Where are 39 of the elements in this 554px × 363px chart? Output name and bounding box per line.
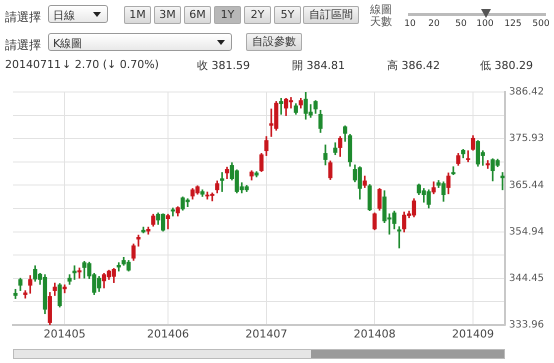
text: 6M: [184, 6, 211, 24]
y-tick-label: 333.96: [509, 320, 544, 331]
candlestick: [77, 268, 82, 279]
text: 自設參數: [246, 33, 302, 51]
text: 125: [504, 19, 522, 29]
text: 20: [427, 19, 441, 29]
x-tick-label: 201407: [245, 327, 288, 340]
text: 100: [476, 19, 494, 29]
candlestick: [500, 172, 505, 190]
candlestick: [136, 234, 141, 247]
text: 收 381.59: [197, 58, 250, 73]
text: 5Y: [274, 6, 301, 24]
text: 2Y: [244, 6, 271, 24]
text: 50: [454, 19, 468, 29]
y-tick-label: 386.42: [509, 86, 544, 98]
text: 3M: [154, 6, 181, 24]
text: 開 384.81: [292, 58, 345, 73]
text: K線圖: [53, 36, 82, 51]
x-tick-label: 201406: [146, 327, 189, 340]
x-tick-label: 201409: [452, 327, 494, 340]
text: 1M: [124, 6, 151, 24]
text: 低 380.29: [480, 58, 533, 73]
text: 10: [403, 19, 417, 29]
text: ↓ 2.70 (↓ 0.70%): [62, 58, 159, 71]
text: 請選擇: [5, 9, 41, 26]
text: 500: [532, 19, 550, 29]
y-tick-label: 354.94: [509, 226, 544, 238]
text: 自訂區間: [303, 6, 359, 24]
y-tick-label: 375.93: [509, 133, 544, 144]
y-tick-label: 365.44: [509, 180, 544, 191]
text: 線圖天數: [370, 3, 393, 28]
text: 高 386.42: [387, 58, 440, 73]
text: 日線: [53, 8, 75, 23]
text: 1Y: [214, 6, 241, 24]
x-tick-label: 201408: [354, 327, 396, 340]
y-tick-label: 344.45: [509, 273, 544, 284]
text: 請選擇: [5, 37, 41, 54]
x-tick-label: 201405: [44, 327, 86, 340]
text: 20140711: [5, 58, 61, 71]
